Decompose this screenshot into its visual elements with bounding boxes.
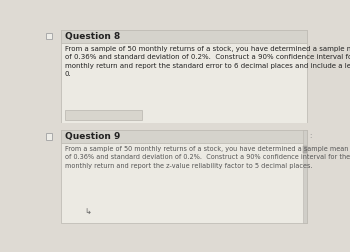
FancyBboxPatch shape — [46, 133, 52, 140]
FancyBboxPatch shape — [303, 146, 307, 153]
FancyBboxPatch shape — [44, 30, 315, 224]
Text: ↳: ↳ — [84, 208, 91, 216]
Text: Question 8: Question 8 — [65, 32, 120, 41]
Text: Question 9: Question 9 — [65, 132, 120, 141]
Text: From a sample of 50 monthly returns of a stock, you have determined a sample mea: From a sample of 50 monthly returns of a… — [65, 146, 350, 169]
FancyBboxPatch shape — [61, 30, 307, 124]
FancyBboxPatch shape — [65, 110, 142, 119]
FancyBboxPatch shape — [44, 123, 315, 130]
FancyBboxPatch shape — [61, 130, 307, 223]
FancyBboxPatch shape — [61, 30, 307, 43]
Text: :: : — [309, 133, 311, 139]
FancyBboxPatch shape — [46, 33, 52, 40]
Text: From a sample of 50 monthly returns of a stock, you have determined a sample mea: From a sample of 50 monthly returns of a… — [65, 46, 350, 77]
FancyBboxPatch shape — [61, 130, 307, 143]
FancyBboxPatch shape — [303, 130, 307, 223]
